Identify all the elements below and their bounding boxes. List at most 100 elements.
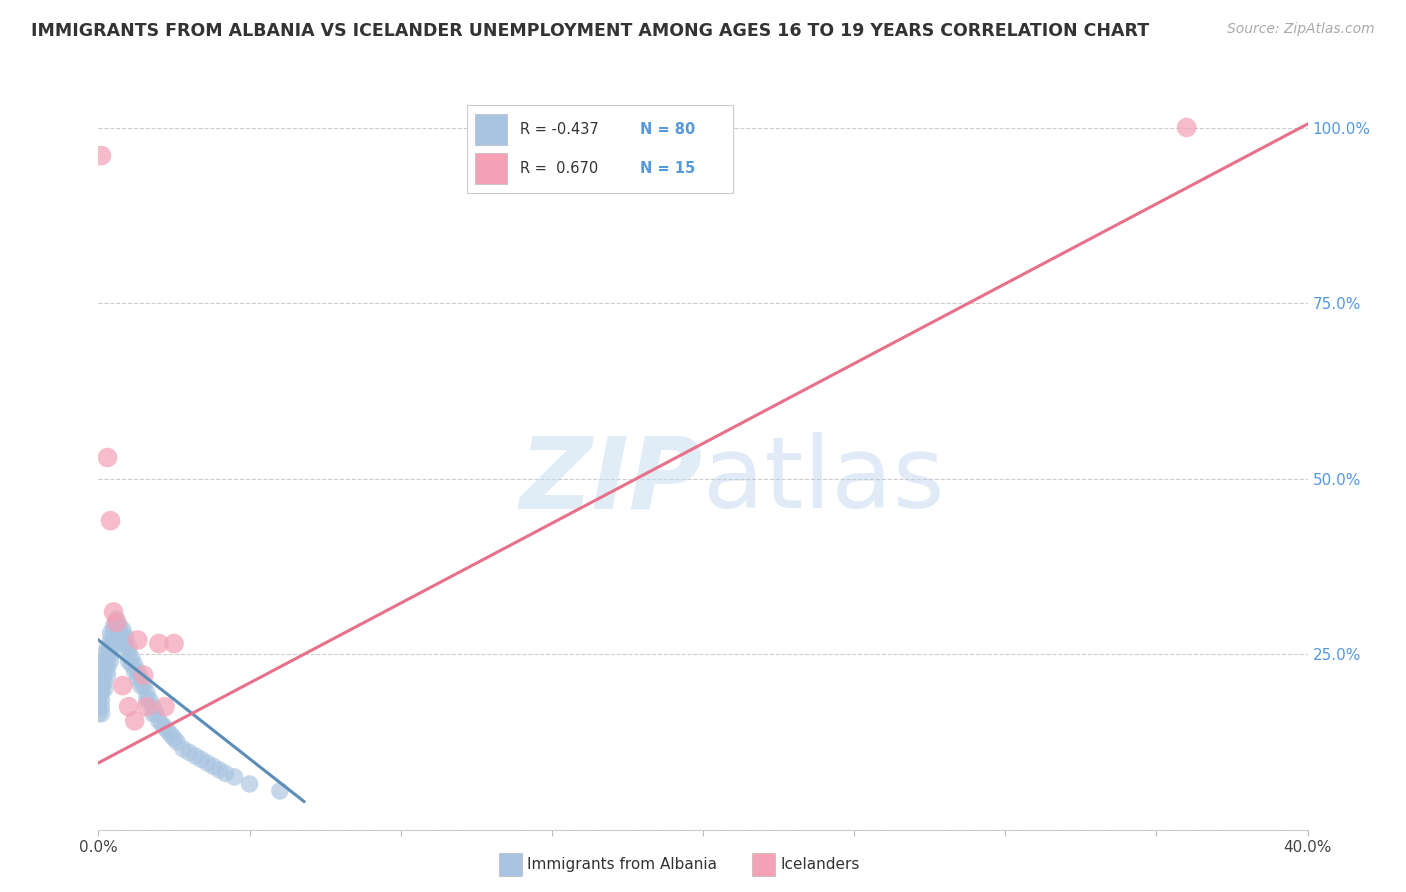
Point (103, 633, 125, 648)
Point (184, 748, 207, 763)
Point (105, 615, 128, 630)
Point (100, 654, 122, 668)
Point (93, 654, 115, 668)
Point (105, 619, 128, 633)
Point (87, 692, 110, 706)
Point (100, 626, 122, 640)
Point (93, 675, 115, 690)
Point (129, 679, 152, 693)
Point (172, 741, 194, 756)
Point (153, 699, 176, 714)
Point (195, 756, 218, 770)
Point (100, 647, 122, 661)
Point (96, 647, 118, 661)
Point (90, 668, 112, 682)
Point (87, 682, 110, 697)
Point (132, 668, 155, 682)
Point (190, 752, 212, 766)
Point (127, 665, 149, 679)
Point (96, 640, 118, 654)
Point (114, 636, 136, 650)
Point (100, 633, 122, 648)
Point (108, 633, 131, 648)
Point (96, 661, 118, 675)
Point (93, 661, 115, 675)
Point (132, 679, 155, 693)
Point (121, 650, 143, 665)
Point (118, 699, 141, 714)
Point (239, 777, 262, 791)
Point (87, 699, 110, 714)
Point (160, 728, 183, 742)
Point (179, 745, 201, 759)
Point (124, 657, 146, 672)
Point (139, 692, 162, 706)
Point (118, 654, 141, 668)
Point (103, 640, 125, 654)
Point (269, 784, 291, 798)
Point (105, 626, 128, 640)
Point (166, 735, 188, 749)
Point (127, 672, 149, 686)
Point (90, 686, 112, 700)
Text: Immigrants from Albania: Immigrants from Albania (527, 857, 717, 871)
Point (105, 633, 128, 648)
Point (93, 647, 115, 661)
Point (87, 706, 110, 721)
Point (150, 717, 173, 731)
Point (142, 699, 165, 714)
Point (202, 759, 225, 773)
Point (121, 657, 143, 672)
Point (153, 721, 176, 735)
Point (135, 686, 157, 700)
Point (118, 640, 141, 654)
Text: Source: ZipAtlas.com: Source: ZipAtlas.com (1227, 22, 1375, 37)
Point (108, 626, 131, 640)
Point (100, 640, 122, 654)
Point (124, 665, 146, 679)
Point (114, 630, 136, 644)
Text: Icelanders: Icelanders (780, 857, 859, 871)
Point (103, 619, 125, 633)
Text: atlas: atlas (703, 433, 945, 529)
Point (148, 714, 170, 728)
Point (96, 654, 118, 668)
Point (127, 633, 149, 648)
Point (145, 706, 167, 721)
Point (135, 692, 157, 706)
Point (103, 605, 125, 619)
Point (156, 724, 179, 739)
Point (96, 450, 118, 465)
Point (87, 689, 110, 703)
Point (163, 731, 186, 746)
Point (108, 619, 131, 633)
Point (105, 612, 128, 626)
Point (93, 682, 115, 697)
Point (1175, 120, 1198, 135)
Point (142, 706, 165, 721)
Point (111, 623, 134, 637)
Point (224, 770, 246, 784)
Point (163, 636, 186, 650)
Point (148, 636, 170, 650)
Point (111, 630, 134, 644)
Point (103, 626, 125, 640)
Point (90, 148, 112, 162)
Point (90, 706, 112, 721)
Text: ZIP: ZIP (520, 433, 703, 529)
Point (214, 766, 236, 780)
Point (111, 679, 134, 693)
Point (111, 636, 134, 650)
Point (135, 699, 157, 714)
Point (124, 714, 146, 728)
Point (93, 668, 115, 682)
Point (90, 699, 112, 714)
Point (129, 672, 152, 686)
Point (90, 682, 112, 697)
Point (118, 647, 141, 661)
Point (90, 675, 112, 690)
Point (208, 763, 231, 777)
Point (96, 668, 118, 682)
Text: IMMIGRANTS FROM ALBANIA VS ICELANDER UNEMPLOYMENT AMONG AGES 16 TO 19 YEARS CORR: IMMIGRANTS FROM ALBANIA VS ICELANDER UNE… (31, 22, 1149, 40)
Point (90, 692, 112, 706)
